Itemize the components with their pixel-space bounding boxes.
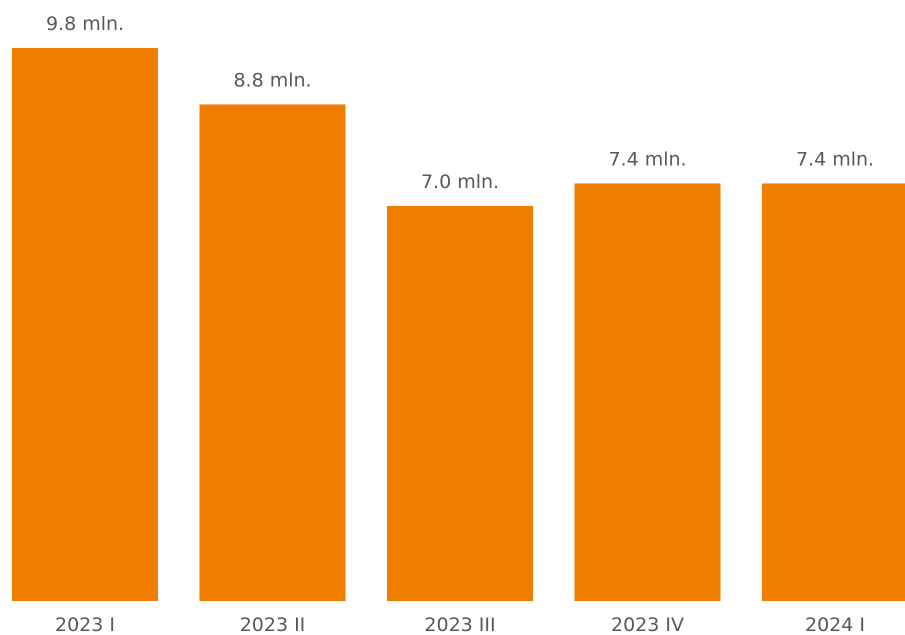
data-label-1: 9.8 mln. bbox=[46, 13, 124, 35]
data-labels-group: 9.8 mln. 8.8 mln. 7.0 mln. 7.4 mln. 7.4 mln. bbox=[46, 13, 874, 193]
category-label-5: 2024 I bbox=[805, 614, 865, 635]
category-label-1: 2023 I bbox=[55, 614, 115, 635]
bar-3 bbox=[387, 206, 533, 601]
bars-group bbox=[12, 48, 905, 601]
data-label-4: 7.4 mln. bbox=[608, 148, 686, 170]
data-label-3: 7.0 mln. bbox=[421, 171, 499, 193]
bar-4 bbox=[574, 183, 721, 601]
bar-2 bbox=[199, 104, 346, 601]
category-label-2: 2023 II bbox=[240, 614, 306, 635]
category-label-3: 2023 III bbox=[424, 614, 495, 635]
bar-5 bbox=[762, 183, 905, 601]
data-label-2: 8.8 mln. bbox=[233, 69, 311, 91]
data-label-5: 7.4 mln. bbox=[796, 148, 874, 170]
category-labels-group: 2023 I 2023 II 2023 III 2023 IV 2024 I bbox=[55, 614, 865, 635]
category-label-4: 2023 IV bbox=[611, 614, 684, 635]
bar-1 bbox=[12, 48, 158, 601]
